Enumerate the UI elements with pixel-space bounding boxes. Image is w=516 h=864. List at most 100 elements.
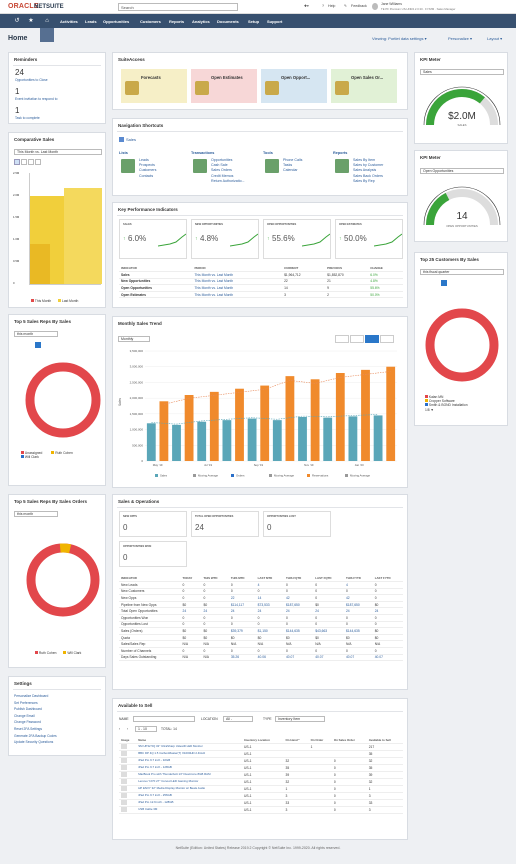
settings-link[interactable]: Change Email: [14, 713, 35, 718]
personalize-link[interactable]: Personalize ▾: [448, 36, 473, 41]
nav-customers[interactable]: Customers: [140, 18, 161, 24]
suiteaccess-tile[interactable]: Forecasts: [121, 69, 187, 103]
nav-opportunities[interactable]: Opportunities: [103, 18, 130, 24]
suiteaccess-tile[interactable]: Open Estimates: [191, 69, 257, 103]
kpi-select[interactable]: Open Opportunities: [420, 168, 504, 174]
settings-link[interactable]: Set Preferences: [14, 700, 38, 705]
chart-type-toggle[interactable]: [335, 335, 405, 343]
shortcut-link[interactable]: Credit Memos: [211, 173, 234, 178]
bar-sales[interactable]: [298, 417, 307, 461]
line-chart-icon[interactable]: [14, 159, 20, 165]
bar-sales[interactable]: [197, 421, 207, 461]
bar-reservations[interactable]: [335, 373, 345, 461]
avatar[interactable]: [372, 3, 378, 10]
kpi-box[interactable]: OPEN OPPORTUNITIES 55.6% ↑: [263, 219, 331, 259]
column-chart-icon[interactable]: [35, 159, 41, 165]
shortcut-link[interactable]: Sales Back Orders: [353, 173, 383, 178]
column-header[interactable]: Image: [119, 737, 137, 745]
table-cell[interactable]: iPad Pro 12.9 inch - 128GB: [136, 799, 242, 808]
chart-type-toggle[interactable]: [420, 280, 450, 286]
table-cell[interactable]: This Month vs. Last Month: [192, 271, 283, 279]
table-cell[interactable]: USB Cable 3M: [136, 806, 242, 815]
suiteaccess-tile[interactable]: Open Opport...: [261, 69, 327, 103]
kpi-box[interactable]: SALES 6.0% ↑: [119, 219, 187, 259]
bar-reservations[interactable]: [361, 369, 370, 461]
nav-reports[interactable]: Reports: [169, 18, 185, 24]
type-select[interactable]: Inventory Item: [275, 716, 325, 722]
settings-link[interactable]: Personalize Dashboard: [14, 694, 49, 698]
pie-chart-icon[interactable]: [35, 342, 41, 348]
shortcut-link[interactable]: Phone Calls: [283, 158, 303, 162]
nav-analytics[interactable]: Analytics: [192, 18, 210, 24]
user-name[interactable]: Jane Williams: [381, 2, 402, 6]
bar-reservations[interactable]: [209, 391, 219, 461]
kpi-box[interactable]: NEW OPPORTUNITIES 4.8% ↑: [191, 219, 259, 259]
pie-chart-icon[interactable]: [441, 280, 447, 286]
nav-documents[interactable]: Documents: [217, 18, 239, 24]
help-icon[interactable]: ?: [322, 4, 324, 8]
area-chart-icon[interactable]: [350, 335, 364, 343]
reminder-link[interactable]: Opportunities to Close: [15, 78, 48, 82]
table-cell[interactable]: This Month vs. Last Month: [192, 291, 283, 299]
prev-page-icon[interactable]: ‹: [119, 727, 121, 731]
search-input[interactable]: Search: [118, 3, 238, 11]
nav-support[interactable]: Support: [267, 18, 283, 24]
shortcut-link[interactable]: Tasks: [283, 163, 293, 168]
settings-link[interactable]: Generate 2FA Backup Codes: [14, 733, 57, 738]
bar-reservations[interactable]: [386, 366, 396, 461]
table-cell[interactable]: Open Estimates: [119, 291, 193, 299]
bar-sales[interactable]: [348, 416, 358, 461]
shortcut-link[interactable]: Sales Orders: [211, 168, 232, 173]
table-cell[interactable]: Open Opportunities: [119, 284, 193, 292]
period-select[interactable]: this month: [14, 511, 58, 517]
bar-reservations[interactable]: [235, 388, 244, 461]
star-icon[interactable]: ★: [28, 18, 34, 24]
column-header[interactable]: On Sales Order: [331, 737, 367, 745]
settings-link[interactable]: Update Security Questions: [14, 740, 54, 745]
table-cell[interactable]: HP ENVY 32" Media Display Monitor w/ Bea…: [136, 785, 242, 794]
reminder-link[interactable]: Task to complete: [15, 116, 40, 120]
period-select[interactable]: This Month vs. Last Month: [14, 149, 102, 155]
column-header[interactable]: On Order: [308, 737, 332, 745]
column-header[interactable]: On Hand *: [283, 737, 309, 745]
nav-activities[interactable]: Activities: [60, 18, 78, 24]
bar-sales[interactable]: [272, 420, 282, 461]
bar-sales[interactable]: [172, 424, 181, 461]
bar-chart-icon[interactable]: [28, 159, 34, 165]
kpi-box[interactable]: TOTAL OPEN OPPORTUNITIES 24: [191, 511, 259, 537]
chart-type-toggle[interactable]: [14, 159, 44, 165]
column-chart-icon[interactable]: [365, 335, 379, 343]
interval-select[interactable]: Monthly: [118, 336, 150, 342]
table-cell[interactable]: New Opportunities: [119, 278, 193, 286]
area-chart-icon[interactable]: [21, 159, 27, 165]
bar-sales[interactable]: [222, 420, 232, 461]
table-cell[interactable]: Lenovo Y27F 27" Curved LED Gaming Monito…: [136, 778, 242, 787]
shortcut-link[interactable]: Sales Analysis: [353, 168, 377, 173]
page-range-select[interactable]: 1 - 10: [135, 726, 157, 732]
suiteaccess-tile[interactable]: Open Sales Or...: [331, 69, 397, 103]
shortcut-link[interactable]: Sales by Customer: [353, 163, 384, 168]
chart-type-toggle[interactable]: [14, 342, 44, 348]
table-cell[interactable]: Sales: [119, 271, 193, 279]
column-header[interactable]: Available to Sell: [366, 737, 403, 745]
settings-link[interactable]: Reset 2FA Settings: [14, 726, 43, 731]
table-cell[interactable]: iPad Pro 9.7 inch - 32GB: [136, 757, 242, 766]
shortcut-link[interactable]: Customers: [139, 168, 157, 173]
settings-link[interactable]: Publish Dashboard: [14, 707, 42, 712]
name-filter-input[interactable]: [133, 716, 195, 722]
kpi-select[interactable]: Sales: [420, 69, 504, 75]
netsuite-logo[interactable]: NETSUITE: [34, 3, 64, 10]
shortcut-link[interactable]: Opportunities: [211, 158, 233, 162]
bar-chart-icon[interactable]: [380, 335, 394, 343]
shortcut-link[interactable]: Sales By Rep: [353, 178, 375, 183]
period-select[interactable]: this month: [14, 331, 58, 337]
column-header[interactable]: Inventory Location: [241, 737, 284, 745]
period-select[interactable]: this fiscal quarter: [420, 269, 504, 275]
shortcut-link[interactable]: Calendar: [283, 168, 298, 173]
nav-leads[interactable]: Leads: [85, 18, 97, 24]
bar-reservations[interactable]: [285, 376, 295, 461]
home-icon[interactable]: ⌂: [45, 18, 49, 24]
bar-sales[interactable]: [323, 417, 333, 461]
legend-pager[interactable]: 1/8 ▼: [425, 407, 434, 412]
bar-reservations[interactable]: [159, 401, 169, 461]
